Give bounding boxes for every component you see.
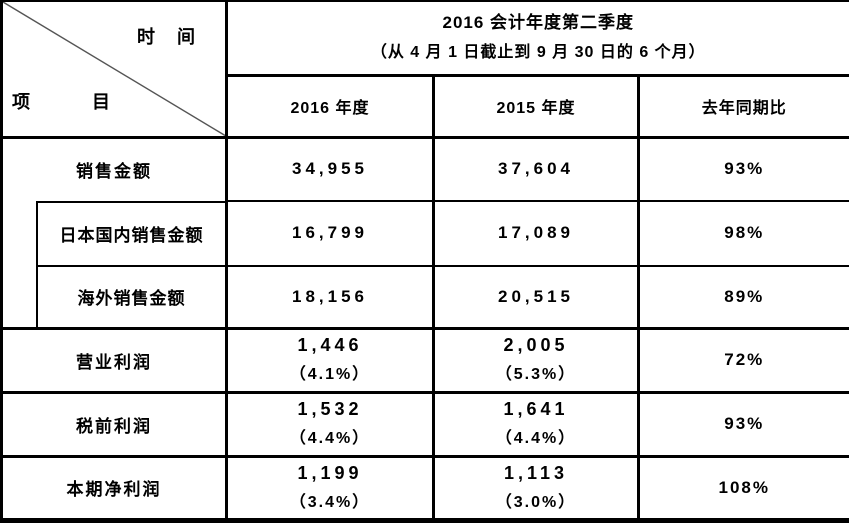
net-profit-2015-margin: （3.0%）: [495, 493, 577, 511]
net-profit-2015-value: 1,113: [503, 462, 569, 483]
row-label-overseas-sales: 海外销售金额: [38, 264, 225, 327]
net-profit-2016-margin: （3.4%）: [289, 493, 371, 511]
row-label-sales-total: 销售金额: [76, 162, 152, 181]
overseas-yoy-value: 89%: [636, 264, 849, 330]
sales-sub-items: 日本国内销售金额 海外销售金额: [36, 200, 225, 327]
operating-profit-2016-value: 1,446: [297, 335, 363, 355]
period-title: 2016 会计年度第二季度: [442, 12, 635, 32]
operating-profit-2016-cell: 1,446 （4.1%）: [225, 326, 435, 393]
table-row: 18,156 20,515 89%: [2, 264, 849, 330]
operating-profit-2015-value: 2,005: [503, 335, 569, 355]
column-header-2016: 2016 年度: [225, 73, 435, 139]
net-profit-2015-cell: 1,113 （3.0%）: [432, 454, 640, 521]
pretax-profit-2016-margin: （4.4%）: [289, 430, 371, 447]
table-row: 本期净利润 1,199 （3.4%） 1,113 （3.0%） 108%: [0, 454, 849, 521]
pretax-profit-2015-margin: （4.4%）: [495, 430, 577, 447]
corner-label-item: 项 目: [12, 91, 112, 112]
operating-profit-2015-margin: （5.3%）: [495, 366, 577, 383]
net-profit-yoy-value: 108%: [636, 454, 849, 521]
net-profit-2016-value: 1,199: [297, 462, 363, 483]
table-row: 税前利润 1,532 （4.4%） 1,641 （4.4%） 93%: [0, 390, 849, 457]
domestic-2015-value: 17,089: [432, 200, 640, 267]
domestic-yoy-value: 98%: [636, 200, 849, 267]
pretax-profit-yoy-value: 93%: [636, 390, 849, 457]
net-profit-2016-cell: 1,199 （3.4%）: [225, 454, 435, 521]
sales-yoy-value: 93%: [636, 135, 849, 203]
row-label-pretax-profit: 税前利润: [0, 390, 228, 457]
operating-profit-yoy-value: 72%: [636, 326, 849, 393]
corner-label-time: 时 间: [137, 27, 197, 47]
column-header-yoy: 去年同期比: [636, 73, 849, 139]
corner-cell: 时 间 项 目: [0, 0, 228, 139]
row-label-domestic-sales: 日本国内销售金额: [59, 226, 204, 245]
domestic-2016-value: 16,799: [225, 200, 435, 267]
table-row: 营业利润 1,446 （4.1%） 2,005 （5.3%） 72%: [0, 326, 849, 393]
overseas-2016-value: 18,156: [225, 264, 435, 330]
operating-profit-2016-margin: （4.1%）: [289, 366, 371, 383]
pretax-profit-2016-value: 1,532: [297, 399, 363, 419]
overseas-2015-value: 20,515: [432, 264, 640, 330]
column-header-2015: 2015 年度: [432, 73, 640, 139]
period-header-cell: 2016 会计年度第二季度 （从 4 月 1 日截止到 9 月 30 日的 6 …: [224, 0, 849, 77]
pretax-profit-2015-value: 1,641: [503, 399, 569, 419]
diagonal-divider: [3, 2, 225, 136]
table-row: 销售金额 日本国内销售金额 海外销售金额 34,955 37,604 93%: [0, 135, 849, 329]
pretax-profit-2016-cell: 1,532 （4.4%）: [225, 390, 435, 457]
sales-label-group: 销售金额 日本国内销售金额 海外销售金额: [0, 136, 228, 329]
period-range: （从 4 月 1 日截止到 9 月 30 日的 6 个月）: [370, 43, 706, 61]
sales-2016-value: 34,955: [225, 135, 435, 203]
row-label-operating-profit: 营业利润: [0, 326, 228, 393]
row-label-net-profit: 本期净利润: [0, 454, 228, 521]
operating-profit-2015-cell: 2,005 （5.3%）: [432, 326, 640, 393]
table-row: 16,799 17,089 98%: [2, 200, 849, 267]
pretax-profit-2015-cell: 1,641 （4.4%）: [432, 390, 640, 457]
sales-2015-value: 37,604: [432, 135, 640, 203]
